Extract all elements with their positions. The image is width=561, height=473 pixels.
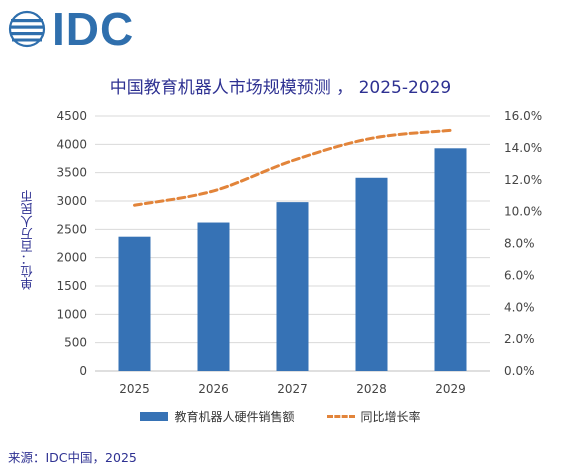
y-tick-label: 500: [64, 336, 87, 350]
legend-label-bar: 教育机器人硬件销售额: [174, 410, 295, 424]
y2-tick-label: 8.0%: [504, 237, 535, 251]
y-tick-label: 1500: [56, 279, 87, 293]
bar: [276, 202, 309, 371]
x-tick-label: 2027: [277, 382, 308, 396]
legend-swatch-line: [326, 415, 355, 418]
y2-tick-label: 2.0%: [504, 332, 535, 346]
legend: 教育机器人硬件销售额 同比增长率: [0, 408, 561, 425]
bar: [118, 236, 151, 371]
y2-tick-label: 16.0%: [504, 109, 542, 123]
bar: [355, 177, 388, 371]
x-tick-label: 2026: [198, 382, 229, 396]
y-tick-label: 2500: [56, 222, 87, 236]
y2-tick-label: 4.0%: [504, 300, 535, 314]
chart-svg: 0 500 1000 1500 2000 2500 3000 3500 4000 4500 0.0…: [56, 109, 542, 396]
bar-series: [118, 148, 467, 371]
chart-title: 中国教育机器人市场规模预测 ， 2025-2029: [109, 78, 452, 98]
y-tick-label: 2000: [56, 251, 87, 265]
y2-tick-label: 10.0%: [504, 205, 542, 219]
source-note: 来源：IDC中国，2025: [8, 450, 137, 465]
logo-text: IDC: [52, 3, 135, 55]
x-tick-label: 2025: [119, 382, 150, 396]
legend-item-line[interactable]: 同比增长率: [326, 408, 421, 425]
y2-tick-label: 0.0%: [504, 364, 535, 378]
y2-tick-label: 14.0%: [504, 141, 542, 155]
y2-tick-label: 6.0%: [504, 268, 535, 282]
right-axis-ticks: 0.0% 2.0% 4.0% 6.0% 8.0% 10.0% 12.0% 14.0% 16.0%: [504, 109, 542, 378]
y-tick-label: 3000: [56, 194, 87, 208]
x-tick-label: 2029: [435, 382, 466, 396]
bar: [434, 148, 467, 371]
bar: [197, 222, 230, 371]
y-tick-label: 0: [79, 364, 87, 378]
y-tick-label: 4500: [56, 109, 87, 123]
left-axis-ticks: 0 500 1000 1500 2000 2500 3000 3500 4000 4500: [56, 109, 87, 378]
idc-logo: IDC: [8, 6, 134, 52]
legend-swatch-bar: [140, 412, 169, 421]
y-tick-label: 1000: [56, 307, 87, 321]
y-tick-label: 4000: [56, 137, 87, 151]
line-series: [133, 128, 452, 207]
y-tick-label: 3500: [56, 166, 87, 180]
legend-item-bar[interactable]: 教育机器人硬件销售额: [140, 408, 295, 425]
legend-label-line: 同比增长率: [360, 410, 421, 424]
growth-rate-line: [133, 128, 452, 207]
y2-tick-label: 12.0%: [504, 173, 542, 187]
x-tick-label: 2028: [356, 382, 387, 396]
globe-icon: [8, 10, 46, 48]
x-axis-ticks: 2025 2026 2027 2028 2029: [119, 382, 466, 396]
